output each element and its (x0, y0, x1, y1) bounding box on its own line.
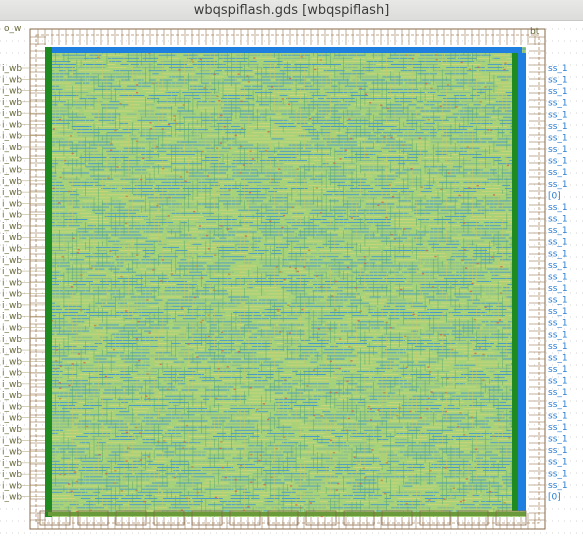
pin-label-left: i_wb (2, 459, 22, 469)
pin-label-right: [0] (548, 191, 561, 201)
pin-label-right: ss_1 (548, 157, 568, 167)
pin-label-right: ss_1 (548, 249, 568, 259)
pin-label-right: ss_1 (548, 411, 568, 421)
pin-label-left: i_wb (2, 199, 22, 209)
pin-label-top: bt (530, 27, 540, 37)
pin-label-left: i_wb (2, 222, 22, 232)
pin-label-left: i_wb (2, 177, 22, 187)
pin-label-left: i_wb (2, 470, 22, 480)
pin-label-right: ss_1 (548, 319, 568, 329)
pin-label-right: ss_1 (548, 342, 568, 352)
pin-label-right: ss_1 (548, 133, 568, 143)
pin-label-left: i_wb (2, 369, 22, 379)
pin-label-right: ss_1 (548, 446, 568, 456)
pin-label-right: ss_1 (548, 168, 568, 178)
pin-label-left: i_wb (2, 481, 22, 491)
layout-canvas[interactable]: i_wb i_wb i_wb i_wb i_wb i_wb i_wb i_wb i_wb i_wb… (0, 21, 583, 540)
pin-label-right: ss_1 (548, 353, 568, 363)
pin-label-right: ss_1 (548, 180, 568, 190)
pin-label-left: i_wb (2, 87, 22, 97)
pin-label-right: ss_1 (548, 377, 568, 387)
pin-label-left: i_wb (2, 75, 22, 85)
pin-label-left: i_wb (2, 233, 22, 243)
pin-label-left: i_wb (2, 357, 22, 367)
pin-label-right: ss_1 (548, 226, 568, 236)
pin-label-right: ss_1 (548, 110, 568, 120)
pin-label-right: ss_1 (548, 145, 568, 155)
pin-label-right: ss_1 (548, 238, 568, 248)
pin-label-right: ss_1 (548, 76, 568, 86)
pin-label-left: i_wb (2, 120, 22, 130)
pin-label-right: ss_1 (548, 272, 568, 282)
pin-label-left: i_wb (2, 109, 22, 119)
pin-label-right: ss_1 (548, 261, 568, 271)
standard-cell-core (48, 47, 526, 517)
window-title: wbqspiflash.gds [wbqspiflash] (0, 3, 583, 18)
pin-label-left: i_wb (2, 323, 22, 333)
pin-label-left: i_wb (2, 346, 22, 356)
pin-label-right: ss_1 (548, 469, 568, 479)
pin-label-left: i_wb (2, 64, 22, 74)
pin-label-left: i_wb (2, 414, 22, 424)
pin-label-right: ss_1 (548, 365, 568, 375)
pin-label-left: i_wb (2, 245, 22, 255)
pin-label-left: i_wb (2, 267, 22, 277)
pin-label-left: i_wb (2, 143, 22, 153)
pin-label-right: ss_1 (548, 203, 568, 213)
pin-label-left: i_wb (2, 256, 22, 266)
pin-label-right: ss_1 (548, 400, 568, 410)
pin-label-right: ss_1 (548, 458, 568, 468)
pin-label-left: i_wb (2, 448, 22, 458)
pin-label-left: i_wb (2, 425, 22, 435)
pin-label-left: i_wb (2, 98, 22, 108)
pin-label-right: ss_1 (548, 296, 568, 306)
pin-label-left: i_wb (2, 493, 22, 503)
pin-label-left: i_wb (2, 211, 22, 221)
pin-label-left: i_wb (2, 154, 22, 164)
pin-label-right: ss_1 (548, 388, 568, 398)
pin-label-left: i_wb (2, 301, 22, 311)
pin-label-left: i_wb (2, 380, 22, 390)
pin-label-left: i_wb (2, 335, 22, 345)
window-titlebar[interactable]: wbqspiflash.gds [wbqspiflash] (0, 0, 583, 21)
pin-label-left: i_wb (2, 188, 22, 198)
pin-label-left: i_wb (2, 402, 22, 412)
pin-label-right: ss_1 (548, 284, 568, 294)
pin-label-left: i_wb (2, 278, 22, 288)
pin-label-right: ss_1 (548, 122, 568, 132)
pin-label-right: [0] (548, 492, 561, 502)
pin-label-right: ss_1 (548, 87, 568, 97)
pin-label-right: ss_1 (548, 99, 568, 109)
pin-label-left: i_wb (2, 166, 22, 176)
pin-label-left: i_wb (2, 391, 22, 401)
pin-label-left: i_wb (2, 290, 22, 300)
pin-label-right: ss_1 (548, 435, 568, 445)
pin-label-left: i_wb (2, 312, 22, 322)
pin-label-right: ss_1 (548, 64, 568, 74)
pin-label-top: o_w (4, 24, 21, 34)
pin-label-right: ss_1 (548, 307, 568, 317)
pin-label-left: i_wb (2, 132, 22, 142)
pin-label-left: i_wb (2, 436, 22, 446)
gds-layout-view[interactable]: i_wbi_wbi_wbi_wbi_wbi_wbi_wbi_wbi_wbi_wb… (0, 21, 583, 540)
pin-label-right: ss_1 (548, 215, 568, 225)
pin-label-right: ss_1 (548, 481, 568, 491)
pin-label-right: ss_1 (548, 330, 568, 340)
pin-label-right: ss_1 (548, 423, 568, 433)
